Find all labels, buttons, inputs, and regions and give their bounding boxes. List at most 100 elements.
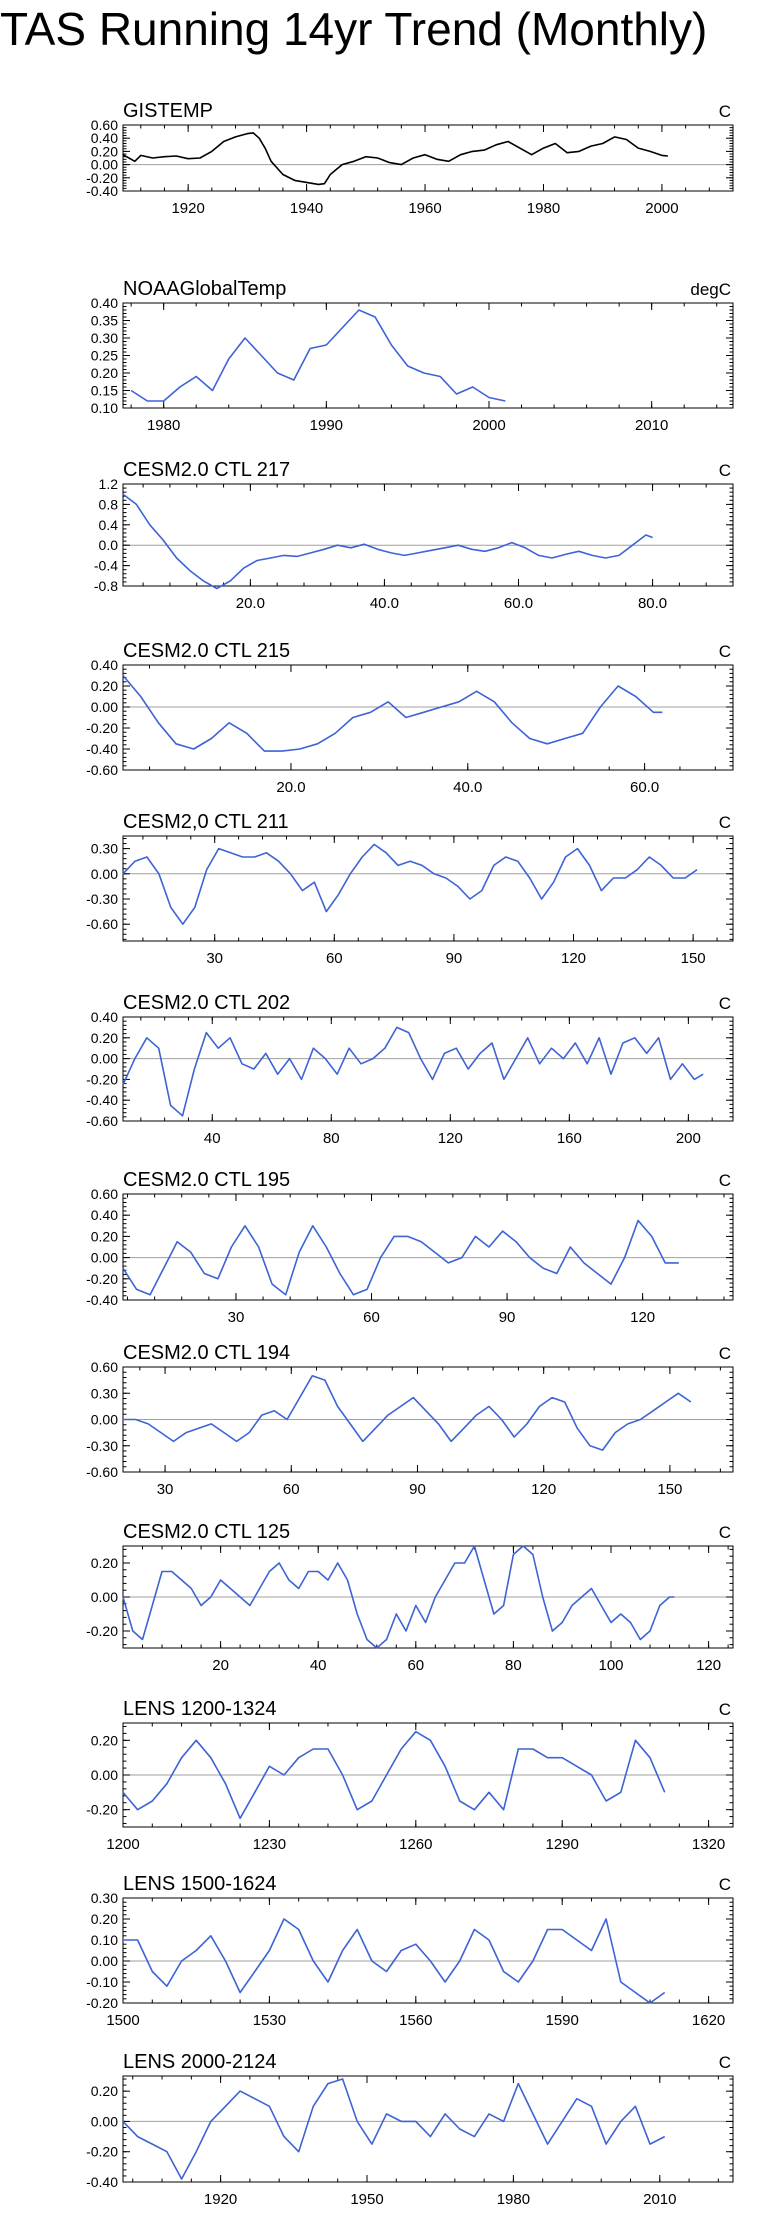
panel-4-plot-frame (122, 664, 734, 771)
panel-7-ytick-label: 0.20 (91, 1228, 118, 1244)
panel-10-xtick-label: 1200 (106, 1836, 139, 1853)
panel-2-ytick-label: 0.25 (91, 348, 118, 364)
panel-8-xtick-label: 150 (657, 1481, 682, 1498)
panel-12-xtick-label: 1980 (497, 2191, 530, 2208)
panel-7-ytick-label: 0.40 (91, 1207, 118, 1223)
panel-7-xtick-label: 30 (228, 1309, 245, 1326)
panel-8-ytick-label: 0.60 (91, 1359, 118, 1375)
panel-1-ytick-label: 0.60 (91, 117, 118, 133)
panel-1-ytick-label: -0.20 (86, 170, 118, 186)
panel-11-ytick-label: 0.10 (91, 1932, 118, 1948)
panel-2-ytick-label: 0.35 (91, 313, 118, 329)
panel-2-ytick-label: 0.15 (91, 383, 118, 399)
panel-5-xtick-label: 150 (681, 950, 706, 967)
panel-10-xtick-label: 1290 (546, 1836, 579, 1853)
panel-10-ytick-label: 0.00 (91, 1767, 118, 1783)
panel-6-ytick-label: -0.60 (86, 1113, 118, 1129)
panel-1-series-line (122, 132, 668, 186)
panel-11-ytick-label: -0.20 (86, 1995, 118, 2011)
panel-3-title: CESM2.0 CTL 217 (123, 459, 290, 481)
panel-5-xtick-label: 60 (326, 950, 343, 967)
panel-4-xtick-label: 60.0 (630, 779, 659, 796)
panel-1-xtick-label: 1980 (527, 200, 560, 217)
panel-2-xtick-label: 2000 (472, 417, 505, 434)
panel-1-ytick-label: 0.40 (91, 130, 118, 146)
panel-9-xtick-label: 120 (696, 1657, 721, 1674)
panel-2-ytick-label: 0.20 (91, 365, 118, 381)
panel-7-series-line (122, 1219, 679, 1296)
panel-2-xtick-label: 2010 (635, 417, 668, 434)
panel-4-title: CESM2.0 CTL 215 (123, 640, 290, 662)
panel-8-title: CESM2.0 CTL 194 (123, 1342, 290, 1364)
panel-1-xtick-label: 1920 (171, 200, 204, 217)
panel-2-ytick-label: 0.30 (91, 330, 118, 346)
panel-7-units: C (719, 1171, 731, 1190)
panel-9-xtick-label: 80 (505, 1657, 522, 1674)
panel-3-ytick-label: 0.4 (99, 517, 119, 533)
panel-2-title: NOAAGlobalTemp (123, 278, 286, 300)
panel-10-xtick-label: 1320 (692, 1836, 725, 1853)
panel-6-xtick-label: 160 (557, 1130, 582, 1147)
panel-5-units: C (719, 813, 731, 832)
panel-10-units: C (719, 1700, 731, 1719)
panel-8-ytick-label: -0.60 (86, 1464, 118, 1480)
panel-3-xtick-label: 80.0 (638, 595, 667, 612)
panel-9-units: C (719, 1523, 731, 1542)
panel-7-xtick-label: 120 (630, 1309, 655, 1326)
panel-12-xtick-label: 1920 (204, 2191, 237, 2208)
panel-3-ytick-label: 1.2 (99, 476, 119, 492)
panel-2-plot-frame (122, 302, 734, 409)
panel-10-ytick-label: -0.20 (86, 1802, 118, 1818)
panel-3-ytick-label: 0.8 (99, 496, 119, 512)
panel-6-series-line (122, 1026, 704, 1117)
panel-12-plot-frame (122, 2075, 734, 2183)
panel-6-ytick-label: -0.40 (86, 1092, 118, 1108)
panel-2-units: degC (690, 280, 731, 299)
panel-12-ytick-label: 0.20 (91, 2083, 118, 2099)
panel-12-ytick-label: -0.40 (86, 2174, 118, 2190)
panel-4-ytick-label: 0.00 (91, 699, 118, 715)
panel-5-ytick-label: 0.30 (91, 841, 118, 857)
panel-1-ytick-label: 0.20 (91, 143, 118, 159)
panel-4-ytick-label: 0.40 (91, 657, 118, 673)
panel-7-ytick-label: -0.40 (86, 1292, 118, 1308)
panel-4-ytick-label: 0.20 (91, 678, 118, 694)
panel-11-ytick-label: -0.10 (86, 1974, 118, 1990)
panel-7-xtick-label: 90 (499, 1309, 516, 1326)
panel-3-xtick-label: 20.0 (236, 595, 265, 612)
panel-11-xtick-label: 1620 (692, 2012, 725, 2029)
panel-4-ytick-label: -0.60 (86, 762, 118, 778)
panel-12-units: C (719, 2053, 731, 2072)
panel-9-ytick-label: 0.20 (91, 1555, 118, 1571)
panel-2-series-line (130, 309, 506, 402)
panel-6-xtick-label: 40 (204, 1130, 221, 1147)
panel-5-title: CESM2,0 CTL 211 (123, 811, 289, 833)
panel-8-series-line (123, 1375, 692, 1451)
panel-6-title: CESM2.0 CTL 202 (123, 992, 290, 1014)
panel-2-xtick-label: 1980 (147, 417, 180, 434)
panel-8-ytick-label: 0.00 (91, 1412, 118, 1428)
panel-8-xtick-label: 60 (283, 1481, 300, 1498)
panel-10-title: LENS 1200-1324 (123, 1698, 276, 1720)
panel-7-title: CESM2.0 CTL 195 (123, 1169, 290, 1191)
panel-1-ytick-label: 0.00 (91, 157, 118, 173)
panel-4-series-line (122, 674, 663, 752)
panel-9-ytick-label: 0.00 (91, 1589, 118, 1605)
panel-5-series-line (122, 843, 698, 926)
panel-11-xtick-label: 1590 (546, 2012, 579, 2029)
panel-9-ytick-label: -0.20 (86, 1623, 118, 1639)
panel-12-title: LENS 2000-2124 (123, 2051, 276, 2073)
panel-7-plot-frame (122, 1193, 734, 1301)
panel-4-ytick-label: -0.40 (86, 741, 118, 757)
panel-4-xtick-label: 20.0 (276, 779, 305, 796)
panel-12-series-line (122, 2078, 666, 2180)
panel-5-plot-frame (122, 835, 734, 942)
panel-7-ytick-label: 0.00 (91, 1250, 118, 1266)
panel-6-ytick-label: 0.00 (91, 1051, 118, 1067)
panel-3-xtick-label: 40.0 (370, 595, 399, 612)
panel-11-ytick-label: 0.00 (91, 1953, 118, 1969)
panel-2-ytick-label: 0.10 (91, 400, 118, 416)
panel-4-units: C (719, 642, 731, 661)
panel-3-ytick-label: -0.8 (94, 578, 118, 594)
